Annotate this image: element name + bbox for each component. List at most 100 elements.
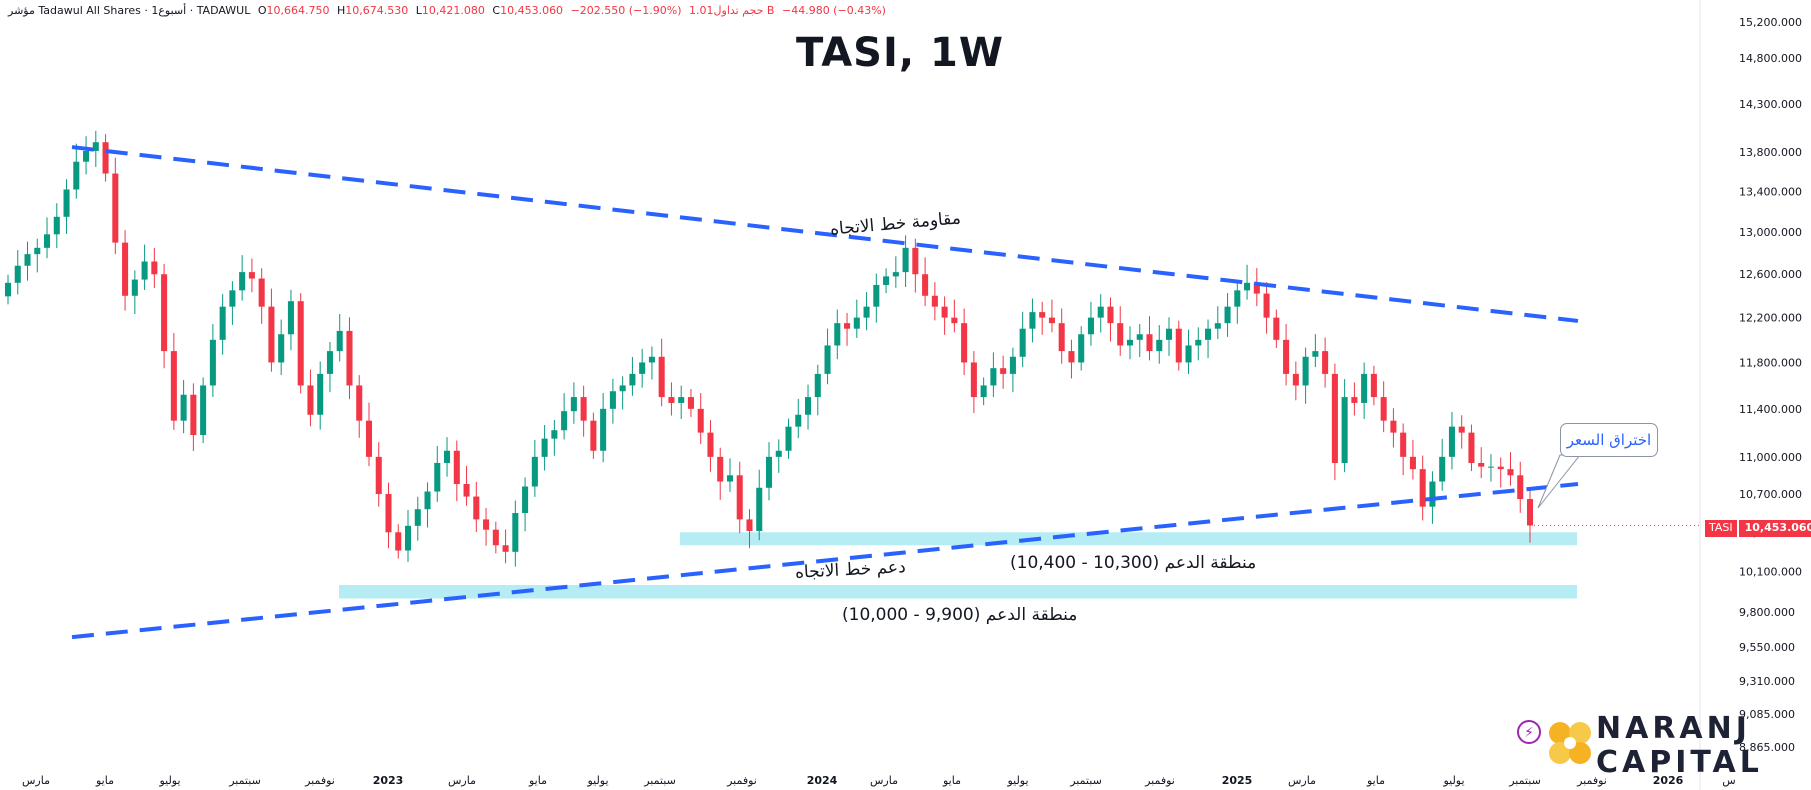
candle-body (1497, 466, 1504, 470)
candle-body (844, 323, 851, 329)
trendline-support (71, 482, 1579, 640)
candle-body (609, 391, 616, 409)
candle-body (1078, 334, 1085, 363)
brand-line1: NARANJ (1596, 711, 1751, 746)
candle-body (922, 274, 929, 296)
x-tick-label: مايو (942, 774, 961, 787)
candle-body (63, 189, 70, 217)
candle-body (805, 397, 812, 415)
candle-body (287, 301, 294, 335)
candle-body (756, 487, 763, 531)
candle-body (483, 519, 490, 530)
candle-body (1205, 328, 1212, 340)
candle-body (1175, 328, 1182, 363)
candle-body (1253, 282, 1260, 294)
candle-body (892, 272, 899, 277)
y-tick-label: 8,865.000 (1739, 741, 1795, 754)
candle-body (434, 462, 441, 492)
candle-body (1107, 306, 1114, 324)
candle-body (444, 450, 451, 463)
high-label: H (337, 4, 346, 17)
candle-body (1400, 432, 1407, 457)
candle-body (1263, 293, 1270, 318)
x-tick-label: 2024 (807, 774, 838, 787)
candle-body (190, 394, 197, 436)
candle-body (1224, 306, 1231, 324)
candle-body (317, 373, 324, 415)
candle-body (112, 173, 119, 243)
candle-body (1507, 469, 1514, 476)
x-tick-label: مايو (1366, 774, 1385, 787)
breakout-callout: اختراق السعر (1560, 423, 1658, 457)
candle-body (697, 408, 704, 433)
y-tick-label: 11,800.000 (1739, 356, 1802, 369)
candle-body (1234, 290, 1241, 307)
low-value: 10,421.080 (421, 4, 485, 17)
y-tick-label: 13,800.000 (1739, 146, 1802, 159)
candle-body (180, 394, 187, 421)
candle-body (717, 456, 724, 482)
close-value: 10,453.060 (500, 4, 564, 17)
candle-body (1058, 323, 1065, 352)
candle-body (1156, 339, 1163, 352)
volume-change: −44.980 (−0.43%) (781, 4, 886, 17)
candle-body (600, 408, 607, 451)
candle-body (307, 385, 314, 415)
x-tick-label: مارس (448, 774, 476, 787)
candle-body (1097, 306, 1104, 318)
trendline-resistance (71, 145, 1579, 323)
candle-body (1214, 323, 1221, 329)
x-tick-label: 2023 (373, 774, 404, 787)
candle-body (1019, 328, 1026, 357)
candle-body (502, 545, 509, 552)
candle-body (1087, 317, 1094, 335)
change-value: −202.550 (−1.90%) (570, 4, 682, 17)
candle-body (980, 385, 987, 398)
candle-body (1468, 432, 1475, 463)
candle-body (629, 373, 636, 386)
close-label: C (492, 4, 501, 17)
candle-body (570, 397, 577, 412)
candle-body (1322, 351, 1329, 374)
lightning-icon[interactable]: ⚡ (1517, 720, 1541, 744)
candle-body (1195, 339, 1202, 346)
candle-body (200, 385, 207, 436)
chart-title: TASI, 1W (796, 30, 1004, 76)
candle-body (375, 456, 382, 495)
candle-body (1429, 481, 1436, 507)
candle-body (687, 397, 694, 409)
y-tick-label: 9,800.000 (1739, 606, 1795, 619)
candle-body (219, 306, 226, 340)
candle-body (970, 362, 977, 398)
candle-body (1458, 426, 1465, 433)
x-tick-label: يوليو (158, 774, 180, 787)
support-zone-1 (339, 585, 1577, 599)
candle-body (1039, 312, 1046, 318)
ohlc-header: مؤشر Tadawul All Shares · 1أسبوع · TADAW… (8, 4, 890, 17)
candle-body (795, 414, 802, 427)
candle-body (1029, 312, 1036, 329)
candle-body (44, 234, 51, 248)
candle-body (14, 265, 21, 283)
candle-body (122, 242, 129, 296)
support-zone-upper-label: منطقة الدعم (10,300 - 10,400) (1010, 553, 1257, 573)
candle-body (853, 317, 860, 329)
candle-body (131, 279, 138, 296)
x-tick-label: مايو (95, 774, 114, 787)
x-tick-label: يوليو (1006, 774, 1028, 787)
candle-body (580, 397, 587, 421)
x-tick-label: سبتمبر (1069, 774, 1102, 787)
candle-body (326, 351, 333, 374)
y-tick-label: 14,300.000 (1739, 98, 1802, 111)
candle-body (53, 216, 60, 235)
x-tick-label: مارس (870, 774, 898, 787)
candle-body (561, 411, 568, 431)
y-tick-label: 10,700.000 (1739, 488, 1802, 501)
x-tick-label: س (1722, 774, 1735, 787)
candle-body (990, 368, 997, 386)
candle-body (1126, 339, 1134, 346)
candle-body (336, 330, 343, 352)
candle-body (346, 330, 353, 386)
candle-body (229, 290, 236, 307)
candle-body (873, 284, 880, 307)
